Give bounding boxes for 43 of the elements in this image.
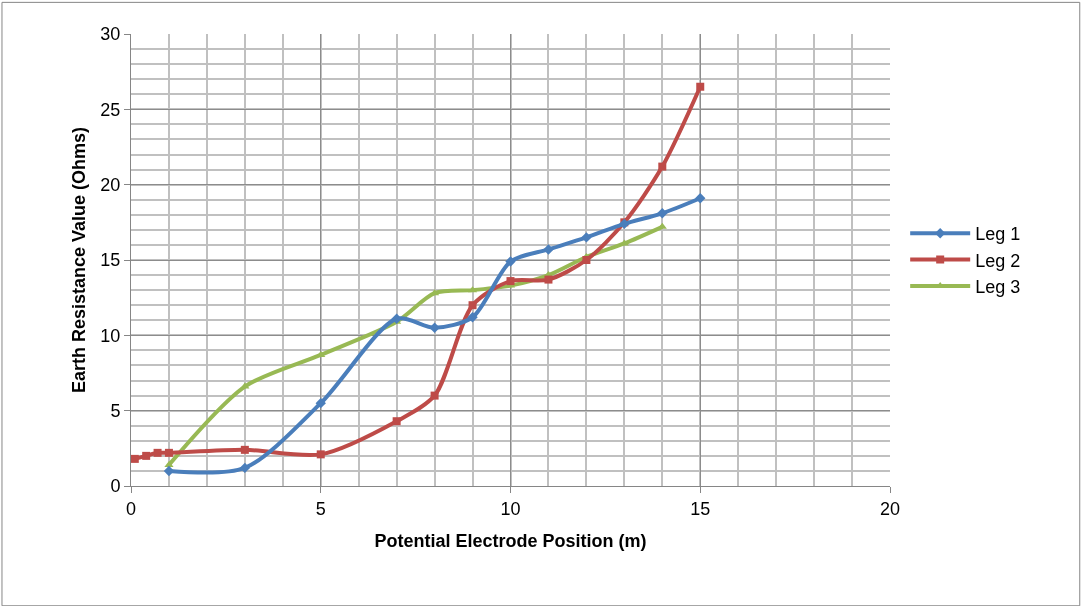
point	[391, 313, 402, 324]
point	[316, 450, 325, 459]
y-tick-label: 15	[100, 250, 121, 271]
x-tick-label: 15	[690, 498, 711, 519]
y-tick-label: 25	[100, 99, 121, 120]
y-tick-label: 30	[100, 24, 121, 45]
legend-label: Leg 2	[975, 250, 1021, 271]
legend-label: Leg 3	[975, 277, 1021, 298]
point	[467, 312, 478, 323]
y-tick-label: 10	[100, 325, 121, 346]
x-tick-label: 20	[879, 498, 901, 519]
x-tick-label: 10	[500, 498, 521, 519]
point	[240, 382, 250, 389]
point	[505, 256, 516, 267]
point	[130, 454, 139, 463]
x-tick-label: 0	[125, 498, 137, 519]
y-tick-label: 20	[100, 174, 121, 195]
point	[429, 322, 440, 333]
point	[696, 82, 705, 91]
point	[315, 397, 326, 409]
point	[695, 193, 706, 204]
point	[468, 301, 477, 310]
point	[582, 256, 591, 264]
point	[506, 277, 515, 286]
point	[240, 445, 249, 454]
point	[657, 208, 668, 219]
point	[543, 244, 554, 255]
legend-label: Leg 1	[975, 224, 1021, 245]
point	[581, 232, 592, 243]
x-axis-title: Potential Electrode Position (m)	[374, 530, 647, 551]
point	[430, 391, 439, 400]
y-tick-label: 0	[110, 476, 121, 497]
point	[544, 275, 553, 284]
point	[392, 417, 401, 426]
point	[164, 460, 174, 467]
point	[658, 162, 667, 171]
y-axis-title: Earth Resistance Value (Ohms)	[68, 126, 89, 394]
point	[164, 448, 173, 457]
point	[153, 448, 162, 457]
point	[142, 451, 151, 460]
y-tick-label: 5	[110, 400, 121, 421]
point	[239, 462, 251, 474]
x-tick-label: 5	[315, 498, 326, 519]
